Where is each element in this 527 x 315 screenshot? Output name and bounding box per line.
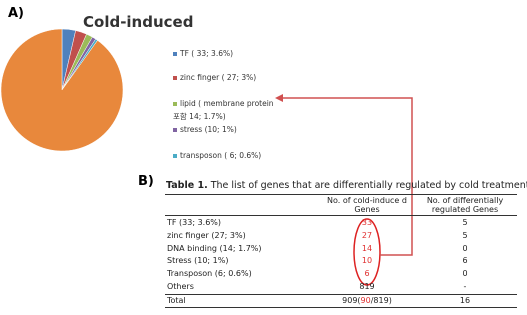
highlight-ellipse	[353, 218, 381, 286]
legend-swatch	[173, 76, 177, 80]
rule	[165, 194, 517, 195]
regulated-count: 5	[462, 230, 468, 240]
legend-label: TF ( 33; 3.6%)	[180, 49, 234, 58]
regulated-count: 6	[462, 256, 468, 266]
legend-label: transposon ( 6; 0.6%)	[180, 151, 262, 160]
panel-label: B)	[138, 174, 154, 189]
cold-count: 27	[361, 230, 373, 240]
row-label: Total	[167, 296, 186, 305]
row-label: Stress (10; 1%)	[167, 256, 229, 266]
cold-count: 14	[361, 243, 373, 253]
legend-swatch	[173, 154, 177, 158]
row-label: DNA binding (14; 1.7%)	[167, 243, 262, 253]
legend-swatch	[173, 128, 177, 132]
rule	[165, 294, 517, 295]
row-label: Transposon (6; 0.6%)	[167, 269, 252, 279]
cold-count: 6	[364, 269, 370, 279]
legend-label: lipid ( membrane protein 포함 14; 1.7%)	[173, 99, 274, 121]
legend-swatch	[173, 52, 177, 56]
regulated-count: -	[463, 282, 467, 291]
row-label: Others	[167, 282, 194, 291]
regulated-count: 0	[462, 269, 468, 279]
rule	[165, 215, 517, 216]
pie-slice	[0, 28, 124, 152]
total-count: 909(90/819)	[317, 296, 417, 305]
caption-text: The list of genes that are differentiall…	[210, 180, 527, 191]
column-header: No. of cold-induce d Genes	[327, 196, 407, 214]
column-header: No. of differentially regulated Genes	[426, 196, 504, 214]
legend-item: lipid ( membrane protein 포함 14; 1.7%)	[173, 97, 278, 123]
legend-label: stress (10; 1%)	[180, 125, 237, 134]
cold-count: 819	[359, 282, 375, 291]
count-part: /819)	[370, 296, 392, 305]
total-regulated: 16	[459, 296, 471, 305]
legend-item: stress (10; 1%)	[173, 123, 278, 136]
legend-swatch	[173, 102, 177, 106]
count-part: 90	[360, 296, 371, 305]
arrow	[280, 97, 413, 256]
row-label: TF (33; 3.6%)	[167, 218, 222, 227]
regulated-count: 5	[462, 218, 468, 227]
caption-label: Table 1.	[166, 180, 208, 191]
row-label: zinc finger (27; 3%)	[167, 230, 246, 240]
legend-item: TF ( 33; 3.6%)	[173, 47, 278, 60]
cold-count: 33	[361, 218, 373, 227]
rule	[165, 307, 517, 308]
legend-label: zinc finger ( 27; 3%)	[180, 73, 257, 82]
legend-item: transposon ( 6; 0.6%)	[173, 149, 278, 162]
chart-title: Cold-induced	[83, 13, 194, 31]
count-part: 909(	[342, 296, 361, 305]
panel-label: A)	[8, 6, 25, 21]
cold-count: 10	[361, 256, 373, 266]
table-caption: Table 1. The list of genes that are diff…	[166, 180, 527, 191]
legend-item: zinc finger ( 27; 3%)	[173, 71, 278, 84]
regulated-count: 0	[462, 243, 468, 253]
arrow-head	[275, 94, 283, 102]
